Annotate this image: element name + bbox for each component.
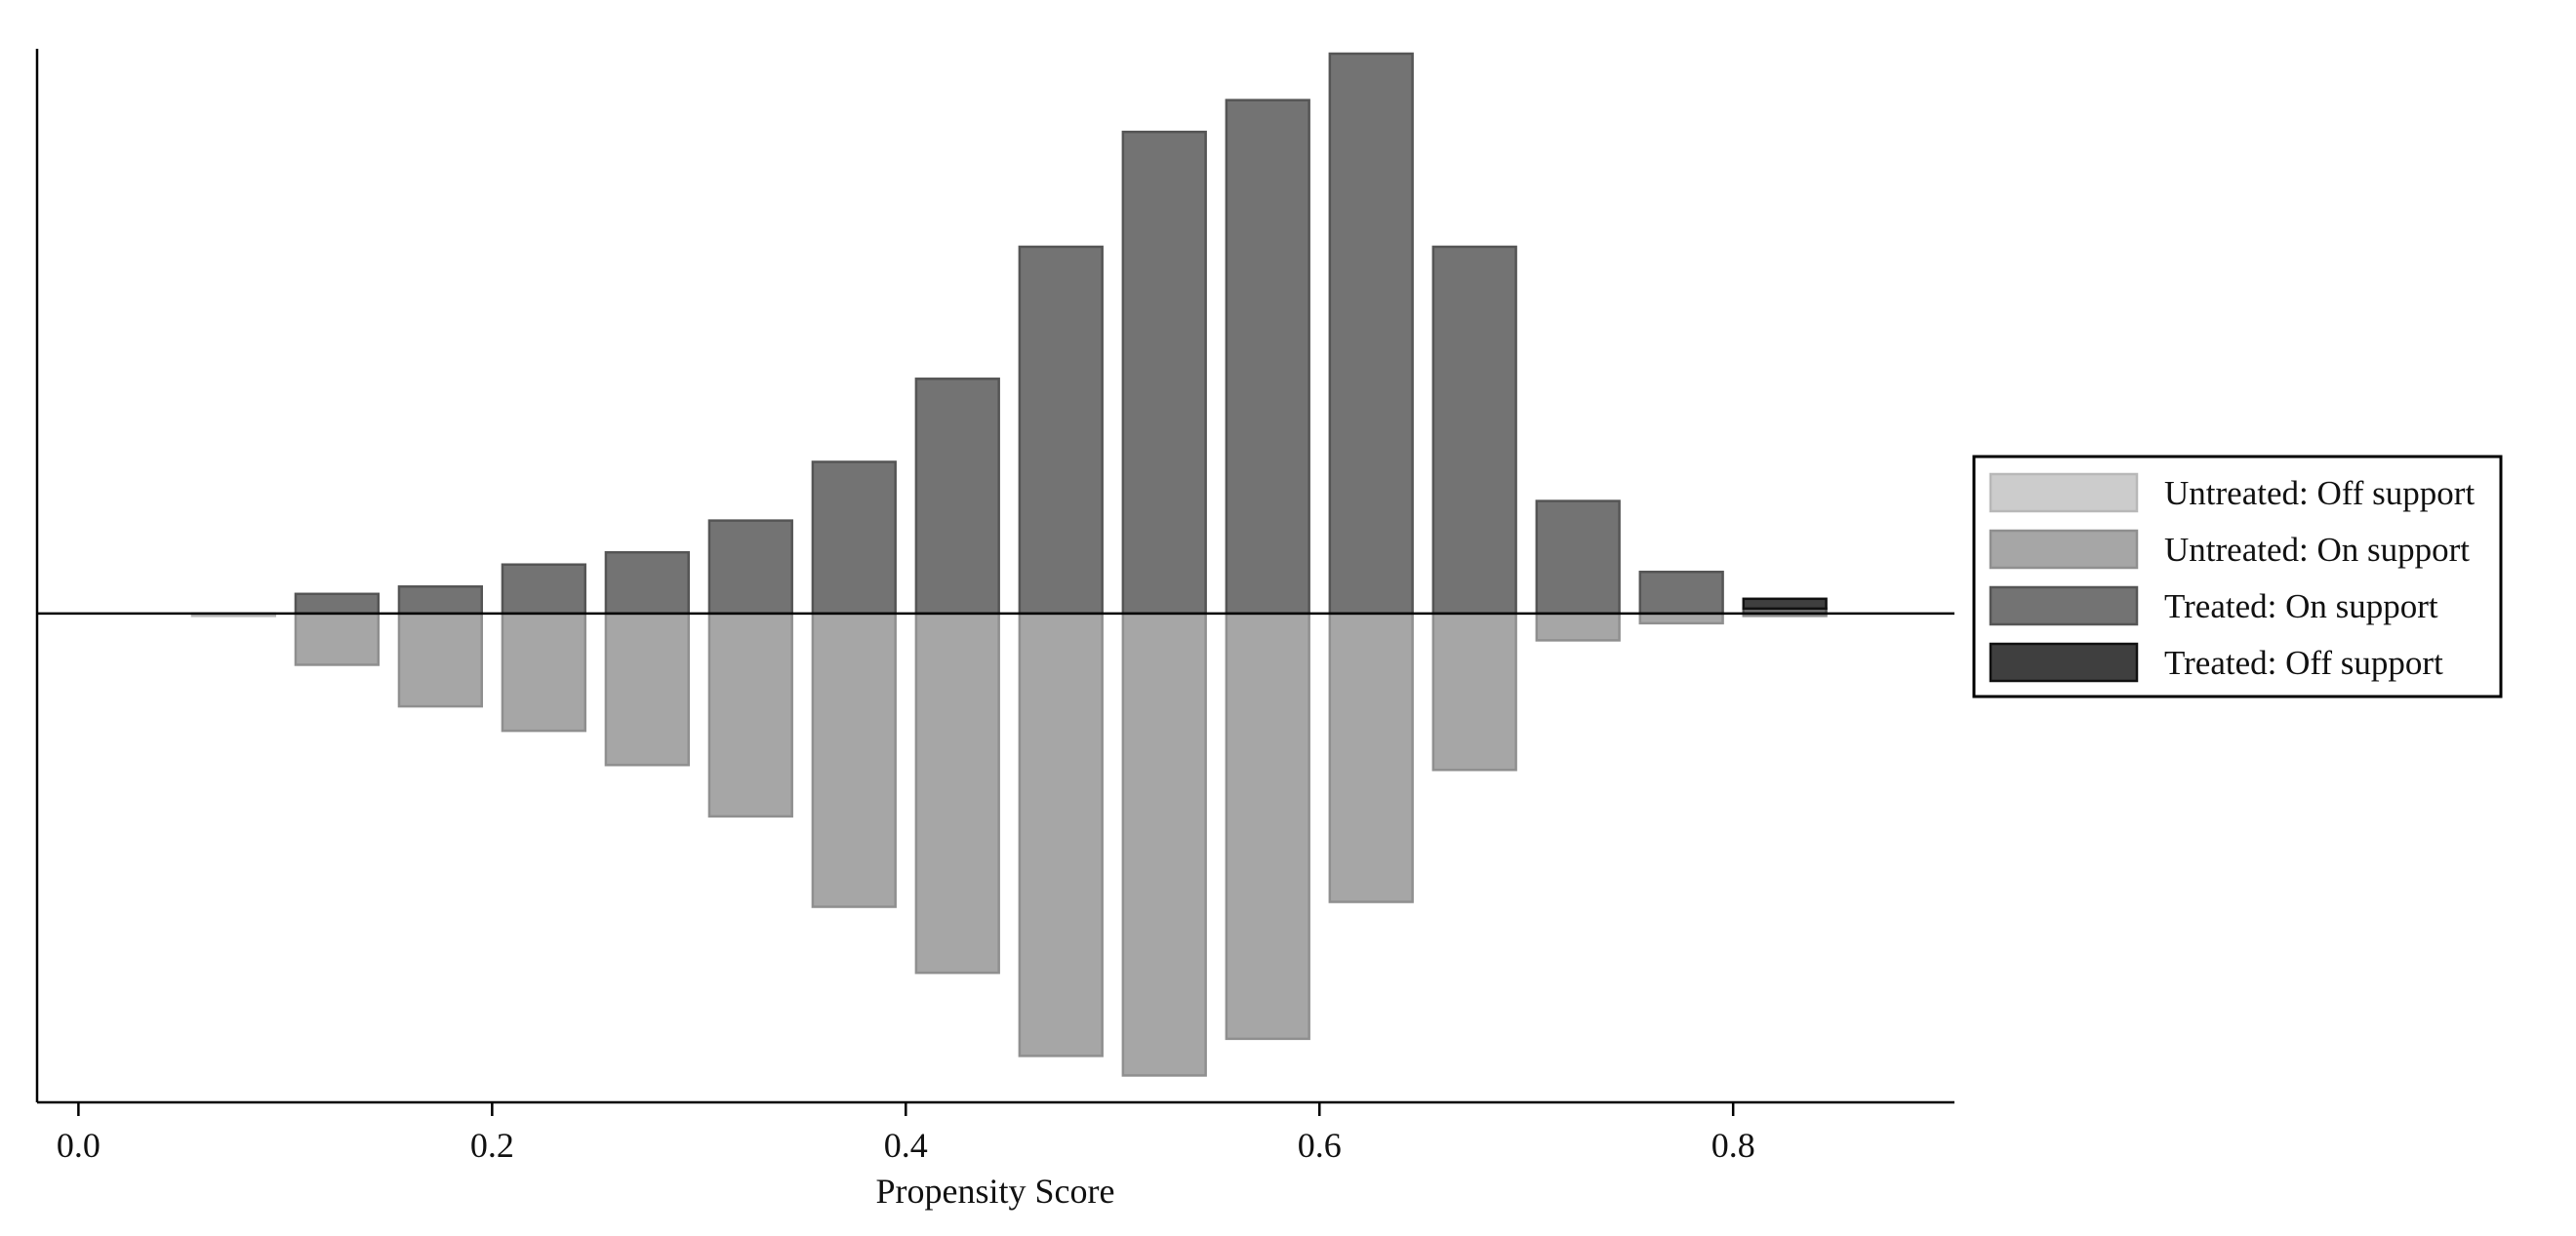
bar-treated-on-support	[1431, 245, 1517, 616]
bar-untreated-on-support	[1328, 612, 1414, 903]
legend-swatch-untreated-on-support	[1989, 529, 2139, 570]
bar-untreated-on-support	[604, 612, 690, 767]
bar-untreated-on-support	[1431, 612, 1517, 772]
bar-treated-off-support	[1742, 597, 1828, 611]
legend: Untreated: Off support Untreated: On supp…	[1972, 455, 2503, 698]
bar-treated-on-support	[1328, 52, 1414, 616]
x-tick-label: 0.6	[1298, 1126, 1342, 1165]
bar-treated-on-support	[707, 519, 793, 616]
bar-untreated-on-support	[811, 612, 897, 908]
bar-treated-on-support	[1535, 499, 1621, 616]
bar-treated-on-support	[914, 378, 1000, 616]
bar-treated-on-support	[397, 585, 483, 616]
bar-treated-on-support	[1225, 99, 1310, 616]
x-ticks: 0.0 0.2 0.4 0.6 0.8	[57, 1102, 1755, 1165]
x-axis-label: Propensity Score	[876, 1172, 1115, 1211]
bar-treated-on-support	[1121, 130, 1207, 616]
bar-untreated-on-support	[1018, 612, 1104, 1057]
bar-treated-on-support	[1638, 570, 1724, 616]
legend-label-treated-on-support: Treated: On support	[2164, 587, 2438, 625]
bar-untreated-on-support	[1535, 612, 1621, 642]
x-tick-label: 0.0	[57, 1126, 101, 1165]
bar-untreated-on-support	[397, 612, 483, 708]
x-tick-label: 0.4	[884, 1126, 928, 1165]
axes-layer	[35, 49, 1954, 1104]
x-tick-label: 0.8	[1711, 1126, 1755, 1165]
legend-label-treated-off-support: Treated: Off support	[2164, 644, 2443, 682]
bar-untreated-on-support	[501, 612, 586, 733]
legend-swatch-untreated-off-support	[1989, 472, 2139, 513]
bars-layer	[190, 52, 1828, 1077]
bar-treated-on-support	[294, 592, 381, 616]
bar-untreated-on-support	[707, 612, 793, 818]
bar-untreated-on-support	[1638, 612, 1724, 625]
bar-untreated-on-support	[294, 612, 381, 666]
legend-swatch-treated-on-support	[1989, 585, 2139, 626]
bar-treated-on-support	[811, 460, 897, 616]
bar-untreated-on-support	[914, 612, 1000, 975]
x-tick-label: 0.2	[470, 1126, 514, 1165]
bar-treated-on-support	[1018, 245, 1104, 616]
bar-untreated-on-support	[1121, 612, 1207, 1077]
bar-treated-on-support	[501, 563, 586, 616]
bar-untreated-on-support	[1225, 612, 1310, 1041]
legend-swatch-treated-off-support	[1989, 642, 2139, 683]
legend-label-untreated-off-support: Untreated: Off support	[2164, 474, 2475, 512]
bar-treated-on-support	[604, 550, 690, 616]
legend-label-untreated-on-support: Untreated: On support	[2164, 531, 2470, 569]
